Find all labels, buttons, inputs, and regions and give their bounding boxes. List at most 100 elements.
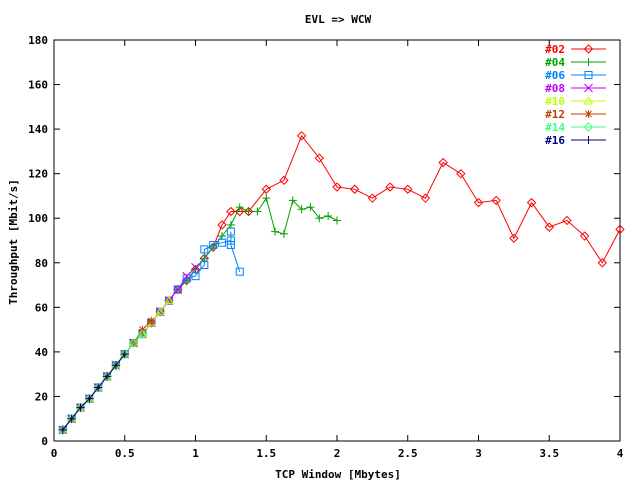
legend-entry: #02 xyxy=(545,43,606,56)
data-point xyxy=(120,350,129,359)
data-point xyxy=(111,361,120,370)
data-point xyxy=(244,207,253,216)
data-point xyxy=(58,425,67,434)
y-tick-label: 20 xyxy=(35,390,48,403)
data-point xyxy=(200,245,209,254)
x-tick-label: 0.5 xyxy=(115,447,135,460)
data-point xyxy=(235,206,245,217)
legend-entry: #14 xyxy=(545,121,606,134)
data-point xyxy=(128,338,139,348)
y-tick-label: 80 xyxy=(35,257,48,270)
legend-marker xyxy=(583,95,594,105)
data-point xyxy=(173,285,183,294)
data-point xyxy=(473,197,484,208)
data-point xyxy=(137,329,148,339)
x-tick-label: 0 xyxy=(51,447,58,460)
legend-label: #10 xyxy=(545,95,565,108)
data-point xyxy=(333,216,341,225)
y-tick-label: 160 xyxy=(28,79,48,92)
legend-marker xyxy=(584,110,593,118)
data-point xyxy=(191,272,200,281)
legend-label: #08 xyxy=(545,82,565,95)
legend-entry: #12 xyxy=(545,108,606,121)
y-tick-label: 180 xyxy=(28,34,48,47)
x-tick-label: 2 xyxy=(334,447,341,460)
data-point xyxy=(509,233,519,243)
data-point xyxy=(615,224,625,235)
data-point xyxy=(262,194,271,203)
data-point xyxy=(306,203,315,212)
legend-entry: #04 xyxy=(545,56,606,69)
data-point xyxy=(324,211,333,220)
data-point xyxy=(209,240,218,249)
y-tick-label: 140 xyxy=(28,123,48,136)
legend-label: #06 xyxy=(545,69,565,82)
data-point xyxy=(597,258,608,268)
x-tick-label: 1.5 xyxy=(256,447,276,460)
data-point xyxy=(218,232,227,241)
data-point xyxy=(526,197,537,208)
data-point xyxy=(438,157,448,168)
x-tick-label: 3 xyxy=(475,447,482,460)
data-point xyxy=(297,205,306,214)
data-series xyxy=(57,131,625,435)
x-tick-label: 3.5 xyxy=(539,447,559,460)
y-tick-label: 0 xyxy=(41,435,48,448)
legend-marker xyxy=(584,136,593,144)
axes: 0 0.5 1 1.5 2 2.5 3 3.5 402040608010012014016018… xyxy=(28,34,624,460)
legend-entry: #10 xyxy=(545,95,606,108)
data-point xyxy=(349,184,360,194)
x-tick-label: 2.5 xyxy=(398,447,418,460)
legend-label: #12 xyxy=(545,108,565,121)
data-point xyxy=(164,295,174,305)
legend-marker xyxy=(583,44,594,54)
legend-marker xyxy=(583,122,594,132)
data-point xyxy=(261,184,271,194)
data-point xyxy=(76,403,85,412)
data-point xyxy=(279,229,288,238)
chart-title: EVL => WCW xyxy=(305,13,372,26)
x-tick-label: 1 xyxy=(192,447,199,460)
data-point xyxy=(296,131,307,141)
data-point xyxy=(182,271,192,281)
data-point xyxy=(235,203,244,212)
data-point xyxy=(288,196,297,205)
data-point xyxy=(226,220,235,229)
data-point xyxy=(253,207,262,216)
y-axis-label: Throughput [Mbit/s] xyxy=(7,179,20,305)
data-point xyxy=(420,193,431,203)
legend-entry: #08 xyxy=(545,82,606,95)
data-point xyxy=(544,222,554,232)
data-point xyxy=(315,214,324,223)
series-16 xyxy=(58,350,129,434)
data-point xyxy=(200,261,209,270)
legend: #02#04#06#08#10#12#14#16 xyxy=(545,43,606,147)
data-point xyxy=(562,215,572,226)
data-point xyxy=(367,193,378,203)
legend-marker xyxy=(584,58,593,66)
x-axis-label: TCP Window [Mbytes] xyxy=(275,468,401,480)
data-point xyxy=(332,182,342,192)
data-point xyxy=(385,182,395,192)
data-point xyxy=(94,383,103,392)
data-point xyxy=(217,220,227,230)
data-point xyxy=(218,238,227,247)
data-point xyxy=(191,262,200,272)
data-point xyxy=(182,274,191,283)
data-point xyxy=(67,414,76,423)
data-point xyxy=(314,153,325,163)
legend-marker xyxy=(584,71,593,79)
data-point xyxy=(491,195,501,206)
data-point xyxy=(226,236,235,245)
data-point xyxy=(173,285,182,294)
y-tick-label: 60 xyxy=(35,301,48,314)
data-point xyxy=(103,372,112,381)
data-point xyxy=(226,240,235,249)
data-point xyxy=(147,316,156,325)
data-point xyxy=(279,175,289,186)
data-point xyxy=(579,231,590,241)
data-point xyxy=(155,306,165,316)
series-line xyxy=(62,353,126,431)
